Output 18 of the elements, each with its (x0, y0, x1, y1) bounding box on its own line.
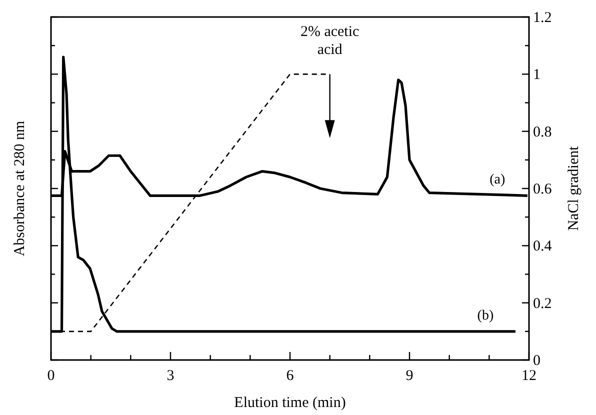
x-tick-label: 0 (47, 368, 55, 384)
x-axis-title: Elution time (min) (234, 395, 346, 411)
x-tick-label: 3 (166, 368, 174, 384)
y2-tick-label: 1.2 (533, 10, 552, 26)
x-tick-label: 6 (286, 368, 294, 384)
y2-tick-label: 0.2 (533, 296, 552, 312)
annotation: 2% acetic acid (300, 24, 360, 58)
y2-tick-label: 0.4 (533, 238, 552, 255)
series-label: (a) (490, 172, 506, 188)
y-axis-title: Absorbance at 280 nm (12, 120, 28, 256)
x-tick-label: 12 (522, 368, 536, 384)
y2-tick-label: 1 (533, 67, 540, 84)
y2-tick-label: 0.6 (533, 182, 552, 198)
y2-tick-label: 0.8 (533, 124, 552, 140)
y2-axis-title: NaCl gradient (566, 145, 582, 231)
x-tick-label: 9 (406, 368, 414, 384)
series-label: (b) (477, 308, 494, 324)
y2-tick-label: 0 (533, 353, 540, 369)
